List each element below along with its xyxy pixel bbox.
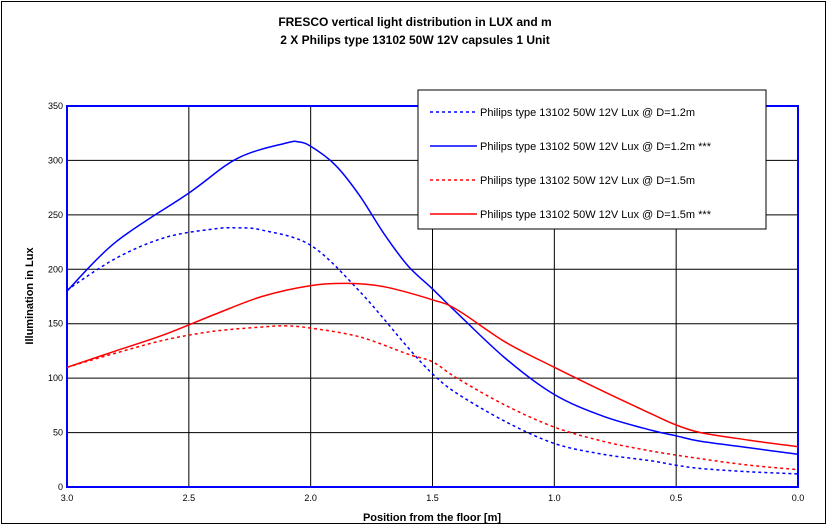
y-tick-label: 300 [48, 155, 63, 165]
x-tick-label: 1.0 [548, 493, 561, 503]
y-tick-label: 150 [48, 319, 63, 329]
series-line-d12-dotted [66, 226, 799, 475]
x-tick-label: 3.0 [61, 493, 74, 503]
legend-label-d15-dotted: Philips type 13102 50W 12V Lux @ D=1.5m [480, 175, 695, 187]
y-axis-title: Illumination in Lux [24, 247, 36, 345]
x-tick-label: 0.0 [792, 493, 805, 503]
x-tick-label: 1.5 [426, 493, 439, 503]
series-line-d15-dotted [66, 325, 799, 471]
series-lines [66, 140, 799, 475]
legend-label-d12-solid: Philips type 13102 50W 12V Lux @ D=1.2m … [480, 141, 712, 153]
legend: Philips type 13102 50W 12V Lux @ D=1.2m P… [417, 89, 767, 230]
y-tick-label: 200 [48, 264, 63, 274]
tick-labels: 0 50 100 150 200 250 300 350 3.0 2.5 2.0 1.5 1.0 0.5 0… [48, 101, 804, 503]
y-tick-label: 50 [53, 428, 63, 438]
legend-label-d12-dotted: Philips type 13102 50W 12V Lux @ D=1.2m [480, 107, 695, 119]
x-tick-label: 2.5 [183, 493, 196, 503]
y-tick-label: 100 [48, 373, 63, 383]
x-tick-label: 0.5 [670, 493, 683, 503]
y-tick-label: 0 [58, 482, 63, 492]
legend-box [417, 89, 767, 230]
chart-subtitle: 2 X Philips type 13102 50W 12V capsules … [280, 33, 549, 47]
x-axis-title: Position from the floor [m] [363, 512, 501, 524]
series-line-d12-solid [66, 140, 799, 456]
legend-label-d15-solid: Philips type 13102 50W 12V Lux @ D=1.5m … [480, 209, 712, 221]
y-tick-label: 250 [48, 210, 63, 220]
series-line-d15-solid [66, 282, 799, 448]
x-tick-label: 2.0 [304, 493, 317, 503]
chart-title: FRESCO vertical light distribution in LU… [278, 15, 551, 29]
legend-entries: Philips type 13102 50W 12V Lux @ D=1.2m P… [430, 107, 712, 221]
y-tick-label: 350 [48, 101, 63, 111]
